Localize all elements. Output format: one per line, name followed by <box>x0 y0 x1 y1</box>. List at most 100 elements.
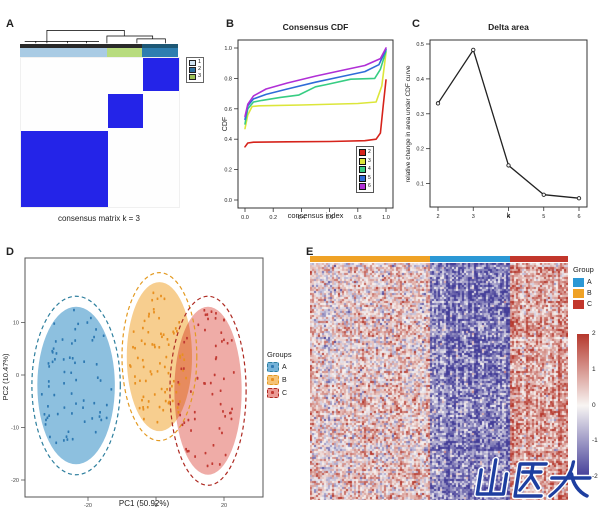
b-xlabel: consensus index <box>287 211 344 220</box>
svg-text:0.4: 0.4 <box>416 77 424 83</box>
svg-text:-20: -20 <box>84 503 92 509</box>
group-label: A <box>587 279 592 286</box>
cdf-legend-item: 6 <box>359 183 371 190</box>
cluster-swatch <box>189 74 196 80</box>
consensus-block <box>142 58 179 91</box>
group-annotation-segment-C <box>509 256 568 262</box>
group-swatch <box>573 300 584 309</box>
dendrogram <box>24 30 166 44</box>
group-legend-item: A <box>573 278 594 287</box>
cluster-label: 2 <box>198 66 202 73</box>
svg-text:0.0: 0.0 <box>224 198 232 204</box>
cluster-label: 3 <box>198 73 202 80</box>
svg-text:3: 3 <box>472 214 475 220</box>
colorbar-tick-label: -1 <box>592 437 598 445</box>
group-swatch <box>573 289 584 298</box>
cluster-label: 1 <box>198 59 202 66</box>
svg-text:0.5: 0.5 <box>416 42 424 48</box>
cluster-swatch <box>189 60 196 66</box>
svg-text:0.4: 0.4 <box>224 137 232 143</box>
svg-text:0.3: 0.3 <box>416 112 424 118</box>
cluster-legend-item: 1 <box>189 60 201 66</box>
cdf-series-label: 6 <box>368 183 371 189</box>
panel-c-title: Delta area <box>488 22 529 32</box>
svg-text:2: 2 <box>436 214 439 220</box>
pca-legend-item: C <box>267 388 292 398</box>
d-xlabel: PC1 (50.92%) <box>118 499 170 508</box>
panel-b-label: B <box>226 18 234 30</box>
cluster-legend-item: 2 <box>189 67 201 73</box>
svg-text:0.1: 0.1 <box>416 182 424 188</box>
cluster-legend-item: 3 <box>189 74 201 80</box>
svg-text:4: 4 <box>507 214 510 220</box>
leaf-bar-segment <box>141 44 178 48</box>
heatmap-colorbar <box>577 334 589 477</box>
svg-text:0.0: 0.0 <box>241 215 249 221</box>
panel-d-label: D <box>6 246 14 258</box>
svg-text:0.6: 0.6 <box>224 107 232 113</box>
svg-text:0.8: 0.8 <box>354 215 362 221</box>
cdf-series-swatch <box>359 157 366 165</box>
pca-legend-item: A <box>267 362 292 372</box>
svg-text:0: 0 <box>16 373 19 379</box>
pca-group-swatch <box>267 375 279 385</box>
cdf-series-swatch <box>359 174 366 182</box>
cdf-series-swatch <box>359 183 366 190</box>
pca-group-label: C <box>282 389 288 397</box>
svg-text:5: 5 <box>542 214 545 220</box>
cdf-legend-item: 3 <box>359 157 371 165</box>
svg-text:0.4: 0.4 <box>298 215 306 221</box>
svg-text:1.0: 1.0 <box>224 46 232 52</box>
colorbar-tick-label: -2 <box>592 473 598 480</box>
leaf-bar-segment <box>20 44 142 48</box>
delta-area-plot: relative change in area under CDF curve … <box>405 39 588 220</box>
svg-text:0.2: 0.2 <box>269 215 277 221</box>
svg-text:0.8: 0.8 <box>224 76 232 82</box>
group-legend-item: C <box>573 300 594 309</box>
svg-text:0.6: 0.6 <box>326 215 334 221</box>
consensus-matrix <box>20 57 180 208</box>
svg-text:-10: -10 <box>11 426 19 432</box>
annotation-segment-cluster-1 <box>20 48 107 57</box>
cdf-series-label: 5 <box>368 174 371 181</box>
panel-b-title: Consensus CDF <box>282 22 349 32</box>
watermark-logo <box>474 456 594 500</box>
group-annotation-bar <box>310 256 568 262</box>
svg-text:0.2: 0.2 <box>416 147 424 153</box>
consensus-block <box>21 131 108 207</box>
svg-text:0: 0 <box>154 503 157 509</box>
annotation-segment-cluster-2 <box>141 48 178 57</box>
cdf-series-label: 2 <box>368 149 371 155</box>
annotation-segment-cluster-3 <box>106 48 142 57</box>
svg-text:1.0: 1.0 <box>382 215 390 221</box>
group-legend-title: Group <box>573 265 594 274</box>
cdf-series-label: 4 <box>368 166 371 172</box>
colorbar-tick-label: 2 <box>592 330 596 337</box>
watermark-strokes <box>475 458 592 498</box>
svg-text:-20: -20 <box>11 478 19 484</box>
cdf-series-swatch <box>359 166 366 173</box>
group-legend-item: B <box>573 289 594 298</box>
group-label: B <box>587 290 592 297</box>
panel-a-caption: consensus matrix k = 3 <box>57 214 141 223</box>
cdf-legend-item: 4 <box>359 166 371 173</box>
svg-text:10: 10 <box>13 321 19 327</box>
svg-text:6: 6 <box>577 214 580 220</box>
cdf-series-swatch <box>359 149 366 156</box>
pca-legend-title: Groups <box>267 350 292 359</box>
group-annotation-segment-B <box>310 256 430 262</box>
cdf-k-legend: 2 3 4 5 6 <box>356 146 374 193</box>
colorbar-tick-label: 0 <box>592 401 596 409</box>
consensus-block <box>107 93 143 129</box>
b-ylabel: CDF <box>222 117 229 131</box>
panel-a-label: A <box>6 18 14 30</box>
expression-heatmap <box>310 263 568 500</box>
c-ylabel: relative change in area under CDF curve <box>405 65 412 182</box>
group-label: C <box>587 301 593 308</box>
pca-group-swatch <box>267 388 279 398</box>
c-xlabel: k <box>506 211 511 220</box>
